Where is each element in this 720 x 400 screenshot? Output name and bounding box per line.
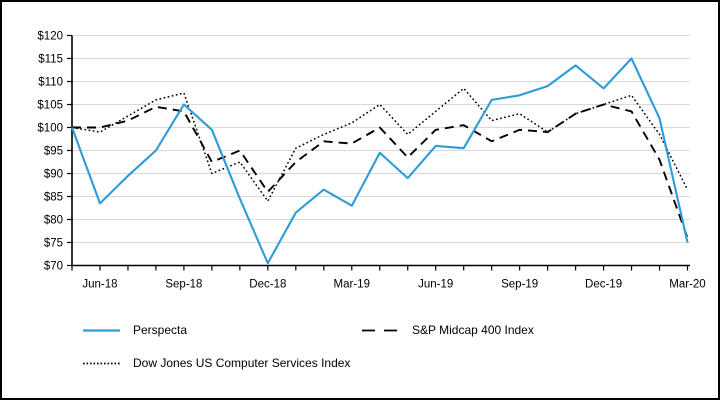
perspecta-line-sample-icon [83,328,120,332]
svg-text:Mar-19: Mar-19 [334,279,370,291]
legend-label-dow-jones: Dow Jones US Computer Services Index [133,356,351,370]
svg-text:$80: $80 [44,215,63,227]
legend-item-perspecta: Perspecta [83,323,187,337]
svg-text:$110: $110 [38,77,63,89]
svg-text:$120: $120 [37,31,63,43]
legend-label-sp-midcap: S&P Midcap 400 Index [412,323,534,337]
svg-text:Dec-19: Dec-19 [585,279,622,291]
svg-text:$100: $100 [37,123,63,135]
svg-text:$70: $70 [44,261,63,273]
svg-text:$75: $75 [44,238,63,250]
svg-text:$95: $95 [44,146,63,158]
legend-item-sp-midcap: S&P Midcap 400 Index [362,323,534,337]
svg-text:$115: $115 [38,54,63,66]
svg-text:Mar-20: Mar-20 [669,279,705,291]
svg-text:Jun-18: Jun-18 [82,279,117,291]
sp-midcap-dashed-line-sample-icon [362,329,399,331]
svg-text:$90: $90 [44,169,63,181]
svg-text:Sep-19: Sep-19 [501,279,538,291]
legend-item-dow-jones: Dow Jones US Computer Services Index [83,356,350,370]
svg-text:$85: $85 [44,192,63,204]
svg-text:$105: $105 [37,100,63,112]
legend-label-perspecta: Perspecta [133,323,188,337]
performance-line-chart: $70 $75 $80 $85 $90 $95 $100 $105 $110 $115 $120 Ju… [37,31,705,291]
svg-text:Jun-19: Jun-19 [418,279,453,291]
dow-jones-dotted-line-sample-icon [83,362,120,364]
svg-text:Dec-18: Dec-18 [249,279,286,291]
svg-text:Sep-18: Sep-18 [165,279,202,291]
